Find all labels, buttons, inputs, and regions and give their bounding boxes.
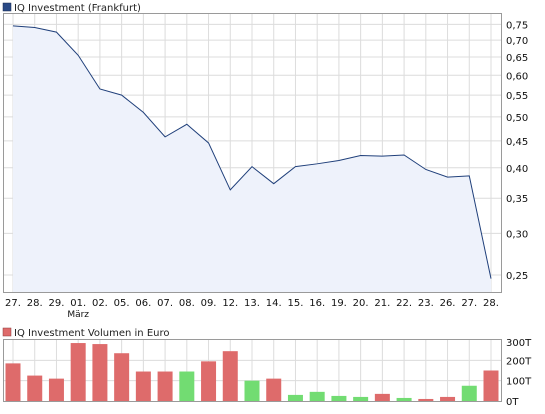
price-x-tick-label: 23. xyxy=(418,298,434,309)
price-x-tick-label: 13. xyxy=(244,298,260,309)
volume-bar xyxy=(222,351,238,401)
price-legend-swatch xyxy=(2,2,12,12)
price-x-month-label: März xyxy=(67,310,89,320)
volume-bar xyxy=(353,396,369,401)
price-x-tick-label: 08. xyxy=(179,298,195,309)
volume-bars xyxy=(5,343,499,401)
price-x-tick-label: 19. xyxy=(331,298,347,309)
price-x-axis: 27. 28. 29. 01. 02. 05. 06. 07. 08. 09. 12. 13. 14. 1… xyxy=(5,298,499,320)
price-y-tick-label: 0,50 xyxy=(506,113,528,124)
volume-bar xyxy=(48,378,64,401)
price-x-tick-label: 21. xyxy=(374,298,390,309)
volume-bar xyxy=(114,353,130,401)
price-y-tick-label: 0,70 xyxy=(506,36,528,47)
volume-bar xyxy=(287,394,303,401)
volume-bar xyxy=(70,343,86,401)
volume-bar xyxy=(483,370,499,401)
price-area-fill xyxy=(13,25,491,293)
price-x-tick-label: 01. xyxy=(70,298,86,309)
volume-bar xyxy=(440,396,456,401)
price-x-tick-label: 27. xyxy=(461,298,477,309)
price-x-tick-label: 22. xyxy=(396,298,412,309)
volume-bar xyxy=(5,363,21,401)
price-x-tick-label: 27. xyxy=(5,298,21,309)
price-y-tick-label: 0,35 xyxy=(506,194,528,205)
volume-legend-label: IQ Investment Volumen in Euro xyxy=(14,328,170,339)
volume-bar xyxy=(396,397,412,401)
price-x-tick-label: 16. xyxy=(309,298,325,309)
price-series-line xyxy=(12,25,492,279)
volume-y-tick-label: 0T xyxy=(506,397,519,408)
volume-legend-swatch xyxy=(2,327,12,337)
volume-bar xyxy=(135,371,151,401)
price-x-tick-label: 14. xyxy=(266,298,282,309)
price-y-tick-label: 0,45 xyxy=(506,137,528,148)
volume-bar xyxy=(157,371,173,401)
volume-y-axis: 300T 200T 100T 0T xyxy=(506,338,532,408)
volume-bar xyxy=(27,375,43,401)
volume-bar xyxy=(309,391,325,401)
volume-bar xyxy=(201,361,217,401)
volume-bar xyxy=(179,371,195,401)
price-x-tick-label: 05. xyxy=(114,298,130,309)
volume-bar xyxy=(374,393,390,401)
price-y-tick-label: 0,65 xyxy=(506,53,528,64)
price-y-tick-label: 0,30 xyxy=(506,229,528,240)
price-x-tick-label: 29. xyxy=(49,298,65,309)
price-y-tick-label: 0,40 xyxy=(506,164,528,175)
volume-y-tick-label: 300T xyxy=(506,338,532,349)
volume-y-tick-label: 100T xyxy=(506,377,532,388)
volume-bar xyxy=(418,398,434,401)
price-y-tick-label: 0,60 xyxy=(506,71,528,82)
price-x-tick-label: 28. xyxy=(27,298,43,309)
price-x-tick-label: 26. xyxy=(440,298,456,309)
price-x-tick-label: 15. xyxy=(288,298,304,309)
price-x-tick-label: 06. xyxy=(135,298,151,309)
volume-y-tick-label: 200T xyxy=(506,356,532,367)
price-x-tick-label: 20. xyxy=(353,298,369,309)
price-x-tick-label: 12. xyxy=(222,298,238,309)
price-x-tick-label: 02. xyxy=(92,298,108,309)
price-legend-label: IQ Investment (Frankfurt) xyxy=(14,3,141,14)
volume-bar xyxy=(92,344,108,401)
volume-bar xyxy=(461,385,477,401)
price-y-tick-label: 0,75 xyxy=(506,20,528,31)
volume-bar xyxy=(266,378,282,401)
volume-bar xyxy=(331,395,347,401)
volume-bar xyxy=(244,380,260,401)
price-x-tick-label: 09. xyxy=(201,298,217,309)
price-x-tick-label: 28. xyxy=(483,298,499,309)
price-y-axis: 0,75 0,70 0,65 0,60 0,55 0,50 0,45 0,40 0,35 0,30… xyxy=(506,20,528,282)
price-y-tick-label: 0,55 xyxy=(506,91,528,102)
price-y-tick-label: 0,25 xyxy=(506,271,528,282)
price-x-tick-label: 07. xyxy=(157,298,173,309)
